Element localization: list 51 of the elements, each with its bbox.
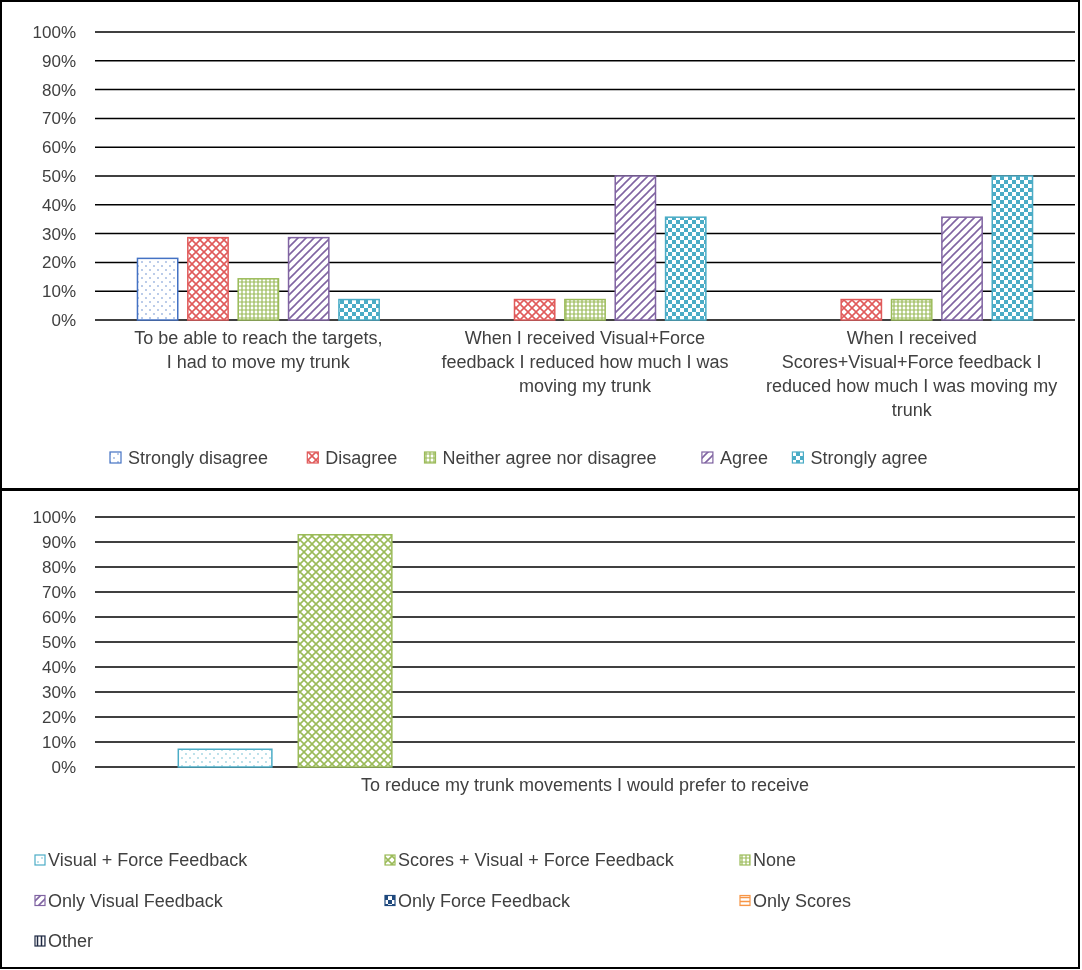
y-tick-label: 20%: [41, 253, 76, 273]
y-tick-label: 0%: [51, 757, 76, 777]
legend-label: Other: [48, 931, 94, 952]
x-tick-label: When I received Scores+Visual+Force feedback I reduced how much I was moving my trunk: [766, 328, 1058, 420]
x-tick-label: To be able to reach the targets, I had to move my trunk: [134, 328, 383, 372]
bar: [840, 298, 883, 321]
bar: [287, 236, 330, 321]
y-tick-label: 70%: [41, 109, 76, 129]
y-tick-label: 50%: [41, 166, 76, 186]
bar: [136, 257, 179, 321]
y-tick-label: 30%: [41, 682, 76, 702]
bar: [237, 278, 280, 321]
bar: [664, 216, 707, 321]
y-tick-label: 20%: [41, 707, 76, 727]
y-tick-label: 40%: [41, 195, 76, 215]
y-tick-label: 30%: [41, 224, 76, 244]
legend-label: Visual + Force Feedback: [48, 850, 249, 871]
y-tick-label: 40%: [41, 657, 76, 677]
bar: [513, 298, 556, 321]
legend-label: Disagree: [325, 448, 398, 469]
y-tick-label: 100%: [32, 507, 76, 527]
legend-label: Only Force Feedback: [398, 890, 572, 911]
bar: [991, 175, 1034, 321]
bar: [564, 298, 606, 321]
x-tick-label: When I received Visual+Force feedback I reduced how much I was moving my trunk: [441, 328, 729, 396]
bar: [941, 216, 983, 321]
y-tick-label: 100%: [32, 22, 76, 42]
bar: [187, 236, 229, 321]
legend-label: None: [753, 850, 797, 871]
legend-label: Agree: [719, 448, 768, 469]
y-tick-label: 90%: [41, 532, 76, 552]
legend-label: Only Visual Feedback: [48, 890, 224, 911]
legend-label: Only Scores: [753, 890, 852, 911]
legend-label: Strongly agree: [810, 448, 928, 469]
bar: [338, 298, 380, 321]
y-tick-label: 80%: [41, 80, 76, 100]
y-tick-label: 90%: [41, 51, 76, 71]
y-tick-label: 70%: [41, 582, 76, 602]
legend-label: Strongly disagree: [128, 448, 269, 469]
bar: [890, 298, 933, 321]
legend-label: Neither agree nor disagree: [442, 448, 657, 469]
x-tick-label: To reduce my trunk movements I would prefer to receive: [360, 775, 810, 795]
y-tick-label: 10%: [41, 282, 76, 302]
y-tick-label: 10%: [41, 732, 76, 752]
y-tick-label: 60%: [41, 138, 76, 158]
y-tick-label: 0%: [51, 310, 76, 330]
y-tick-label: 60%: [41, 607, 76, 627]
y-tick-label: 50%: [41, 632, 76, 652]
legend-label: Scores + Visual + Force Feedback: [398, 850, 675, 871]
y-tick-label: 80%: [41, 557, 76, 577]
bar: [614, 175, 657, 321]
